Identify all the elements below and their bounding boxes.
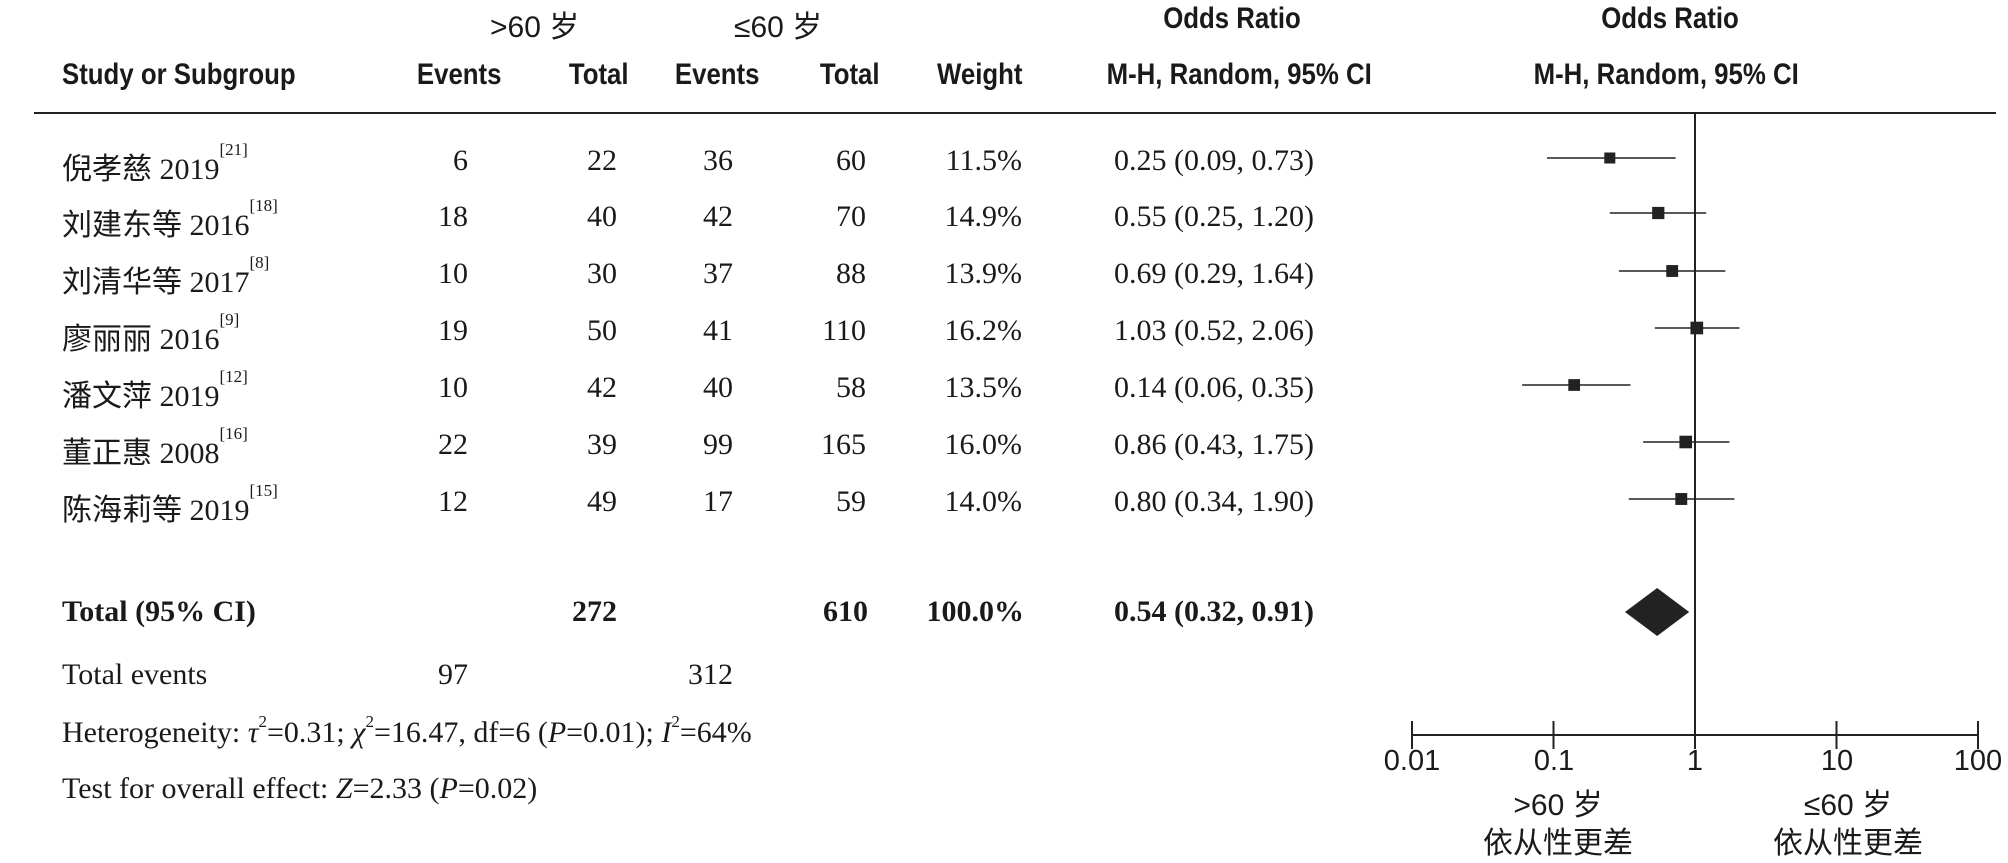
study-marker	[1675, 493, 1688, 505]
study-marker	[1666, 265, 1679, 277]
or-ci-value: 0.80 (0.34, 1.90)	[1114, 485, 1314, 518]
weight-value: 13.5%	[944, 371, 1023, 404]
weight-value: 11.5%	[945, 144, 1022, 177]
study-name: 潘文萍 2019[12]	[62, 367, 248, 413]
events-a-header: Events	[416, 58, 502, 91]
total-b-value: 59	[836, 485, 866, 518]
total-a-value: 22	[587, 144, 617, 177]
total-a-sum: 272	[572, 595, 617, 628]
study-marker	[1568, 379, 1581, 391]
study-marker	[1652, 206, 1665, 220]
events-a-value: 10	[438, 257, 468, 290]
total-weight: 100.0%	[926, 595, 1025, 628]
total-label: Total (95% CI)	[62, 595, 256, 628]
total-events-label: Total events	[62, 658, 208, 691]
events-b-value: 42	[703, 200, 733, 233]
events-a-value: 18	[438, 200, 468, 233]
or-ci-value: 0.14 (0.06, 0.35)	[1114, 371, 1314, 404]
study-column-header: Study or Subgroup	[62, 58, 296, 91]
total-a-value: 39	[587, 428, 617, 461]
events-a-value: 10	[438, 371, 468, 404]
events-b-value: 40	[703, 371, 733, 404]
group-header-under-60: ≤60 岁	[734, 11, 823, 44]
favours-right-label: ≤60 岁 依从性更差	[1773, 789, 1923, 860]
total-events-b: 312	[688, 658, 733, 691]
total-a-value: 50	[587, 314, 617, 347]
events-b-value: 41	[703, 314, 733, 347]
study-name: 廖丽丽 2016[9]	[62, 310, 240, 356]
tick-label-10: 10	[1820, 745, 1854, 777]
total-a-value: 49	[587, 485, 617, 518]
study-marker	[1604, 152, 1616, 164]
events-b-value: 17	[703, 485, 733, 518]
events-a-value: 19	[438, 314, 468, 347]
study-name: 倪孝慈 2019[21]	[62, 140, 248, 186]
events-b-header: Events	[674, 58, 760, 91]
total-b-value: 60	[836, 144, 866, 177]
study-marker	[1690, 321, 1704, 335]
total-b-value: 88	[836, 257, 866, 290]
total-b-value: 165	[821, 428, 866, 461]
weight-value: 14.9%	[944, 200, 1023, 233]
total-b-value: 58	[836, 371, 866, 404]
total-a-value: 40	[587, 200, 617, 233]
weight-value: 16.2%	[944, 314, 1023, 347]
tick-label-0.1: 0.1	[1533, 745, 1575, 777]
weight-value: 14.0%	[944, 485, 1023, 518]
pooled-diamond	[1624, 588, 1690, 636]
heterogeneity-stats: Heterogeneity: τ2=0.31; χ2=16.47, df=6 (…	[62, 712, 752, 749]
events-a-value: 6	[453, 144, 468, 177]
events-b-value: 99	[703, 428, 733, 461]
or-column-title: Odds Ratio	[1163, 2, 1301, 35]
plot-title: Odds Ratio	[1601, 2, 1739, 35]
tick-label-100: 100	[1953, 745, 2003, 777]
tick-label-0.01: 0.01	[1383, 745, 1441, 777]
total-a-header: Total	[568, 58, 629, 91]
study-marker	[1679, 435, 1693, 449]
total-a-value: 42	[587, 371, 617, 404]
overall-effect-test: Test for overall effect: Z=2.33 (P=0.02)	[62, 772, 538, 805]
group-header-over-60: >60 岁	[490, 11, 580, 44]
total-b-sum: 610	[823, 595, 868, 628]
study-name: 刘清华等 2017[8]	[62, 253, 270, 299]
or-ci-value: 0.86 (0.43, 1.75)	[1114, 428, 1314, 461]
weight-value: 13.9%	[944, 257, 1023, 290]
or-ci-value: 0.55 (0.25, 1.20)	[1114, 200, 1314, 233]
header-rule	[34, 112, 1996, 114]
total-a-value: 30	[587, 257, 617, 290]
or-ci-value: 0.25 (0.09, 0.73)	[1114, 144, 1314, 177]
events-b-value: 36	[703, 144, 733, 177]
tick-label-1: 1	[1686, 745, 1704, 777]
favours-left-label: >60 岁 依从性更差	[1483, 789, 1633, 860]
events-a-value: 22	[438, 428, 468, 461]
total-events-a: 97	[438, 658, 468, 691]
total-b-header: Total	[819, 58, 880, 91]
events-a-value: 12	[438, 485, 468, 518]
total-b-value: 70	[836, 200, 866, 233]
or-ci-value: 1.03 (0.52, 2.06)	[1114, 314, 1314, 347]
total-b-value: 110	[822, 314, 866, 347]
plot-method-header: M-H, Random, 95% CI	[1533, 58, 1799, 91]
or-ci-value: 0.69 (0.29, 1.64)	[1114, 257, 1314, 290]
events-b-value: 37	[703, 257, 733, 290]
pooled-or-ci: 0.54 (0.32, 0.91)	[1114, 595, 1314, 628]
or-method-header: M-H, Random, 95% CI	[1106, 58, 1372, 91]
study-name: 董正惠 2008[16]	[62, 424, 248, 470]
weight-value: 16.0%	[944, 428, 1023, 461]
study-name: 刘建东等 2016[18]	[62, 196, 278, 242]
weight-header: Weight	[936, 58, 1023, 91]
study-name: 陈海莉等 2019[15]	[62, 481, 278, 527]
